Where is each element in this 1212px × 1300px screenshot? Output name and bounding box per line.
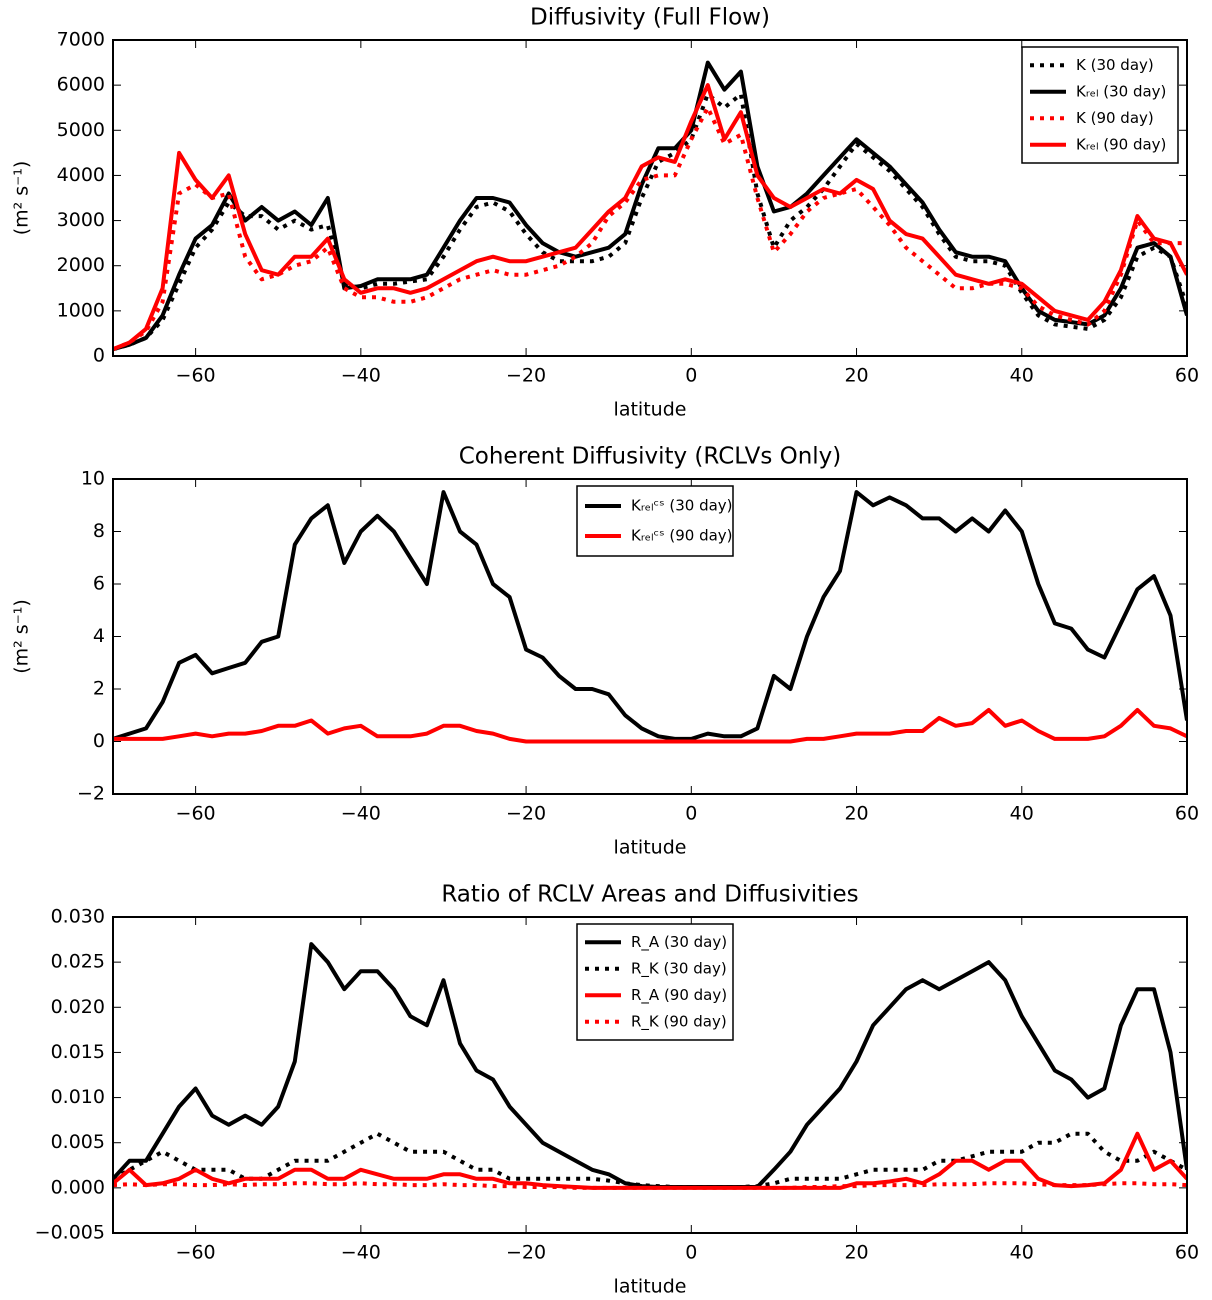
legend-label: Kᵣₑₗ (90 day) xyxy=(1076,135,1166,153)
x-tick-label: 40 xyxy=(1010,1242,1034,1264)
x-tick-label: 20 xyxy=(844,1242,868,1264)
y-tick-label: 3000 xyxy=(57,209,105,231)
series-line xyxy=(113,83,1187,352)
x-tick-label: −40 xyxy=(341,365,381,387)
x-tick-label: −60 xyxy=(176,365,216,387)
series-line xyxy=(113,1131,1187,1190)
legend-label: R_K (90 day) xyxy=(631,1012,727,1031)
series-line xyxy=(113,708,1187,744)
y-tick-label: 0.015 xyxy=(51,1041,105,1063)
y-tick-label: 6000 xyxy=(57,74,105,96)
x-tick-label: 60 xyxy=(1175,1242,1199,1264)
y-tick-label: 0.000 xyxy=(51,1176,105,1198)
x-axis-label: latitude xyxy=(614,1276,687,1298)
subplot: Diffusivity (Full Flow) latitude (m² s⁻¹) −… xyxy=(11,5,1200,421)
series-line xyxy=(113,92,1187,352)
x-tick-label: −20 xyxy=(506,365,546,387)
x-tick-label: 20 xyxy=(844,365,868,387)
x-tick-label: 40 xyxy=(1010,803,1034,825)
x-tick-label: 0 xyxy=(685,1242,697,1264)
legend-label: K (90 day) xyxy=(1076,109,1154,127)
x-tick-label: 20 xyxy=(844,803,868,825)
legend-label: K (30 day) xyxy=(1076,56,1154,74)
y-tick-label: 4000 xyxy=(57,164,105,186)
y-tick-label: 2000 xyxy=(57,254,105,276)
y-tick-label: 5000 xyxy=(57,119,105,141)
x-tick-label: 60 xyxy=(1175,365,1199,387)
y-tick-label: 0 xyxy=(93,345,105,367)
legend-label: R_A (90 day) xyxy=(631,986,727,1005)
x-axis-label: latitude xyxy=(614,399,687,421)
axes-frame xyxy=(112,39,1188,357)
chart-title: Ratio of RCLV Areas and Diffusivities xyxy=(441,882,858,908)
legend-label: R_K (30 day) xyxy=(631,959,727,978)
y-tick-label: 0.005 xyxy=(51,1131,105,1153)
series-line xyxy=(113,490,1187,741)
y-tick-label: 8 xyxy=(93,520,105,542)
y-tick-label: 0.020 xyxy=(51,996,105,1018)
y-tick-label: −0.005 xyxy=(35,1222,105,1244)
x-axis-label: latitude xyxy=(614,837,687,859)
x-tick-label: 60 xyxy=(1175,803,1199,825)
chart-title: Coherent Diffusivity (RCLVs Only) xyxy=(459,444,842,470)
y-tick-label: 4 xyxy=(93,625,105,647)
y-tick-label: 10 xyxy=(81,468,105,490)
y-axis-label: (m² s⁻¹) xyxy=(11,599,33,674)
x-tick-label: 0 xyxy=(685,365,697,387)
x-tick-label: 40 xyxy=(1010,365,1034,387)
legend-label: Kᵣₑₗᶜˢ (90 day) xyxy=(631,527,733,545)
legend-label: Kᵣₑₗᶜˢ (30 day) xyxy=(631,497,733,515)
y-tick-label: 2 xyxy=(93,678,105,700)
y-axis-label: (m² s⁻¹) xyxy=(11,161,33,236)
y-tick-label: 7000 xyxy=(57,29,105,51)
y-tick-label: 0.025 xyxy=(51,951,105,973)
legend-label: Kᵣₑₗ (30 day) xyxy=(1076,82,1166,100)
x-tick-label: −20 xyxy=(506,803,546,825)
y-tick-label: 0 xyxy=(93,730,105,752)
axes-frame xyxy=(112,478,1188,795)
y-tick-label: −2 xyxy=(77,783,105,805)
x-tick-label: −40 xyxy=(341,1242,381,1264)
series-line xyxy=(113,60,1187,352)
y-tick-label: 1000 xyxy=(57,299,105,321)
axes-frame xyxy=(112,916,1188,1234)
y-tick-label: 0.010 xyxy=(51,1086,105,1108)
x-tick-label: −40 xyxy=(341,803,381,825)
x-tick-label: −60 xyxy=(176,803,216,825)
x-tick-label: 0 xyxy=(685,803,697,825)
x-tick-label: −20 xyxy=(506,1242,546,1264)
chart-title: Diffusivity (Full Flow) xyxy=(530,5,770,31)
subplot: Coherent Diffusivity (RCLVs Only) latitud… xyxy=(11,444,1200,859)
legend-box xyxy=(576,485,734,557)
subplot: Ratio of RCLV Areas and Diffusivities lat… xyxy=(35,882,1199,1298)
legend-label: R_A (30 day) xyxy=(631,933,727,952)
y-tick-label: 6 xyxy=(93,573,105,595)
y-tick-label: 0.030 xyxy=(51,906,105,928)
x-tick-label: −60 xyxy=(176,1242,216,1264)
